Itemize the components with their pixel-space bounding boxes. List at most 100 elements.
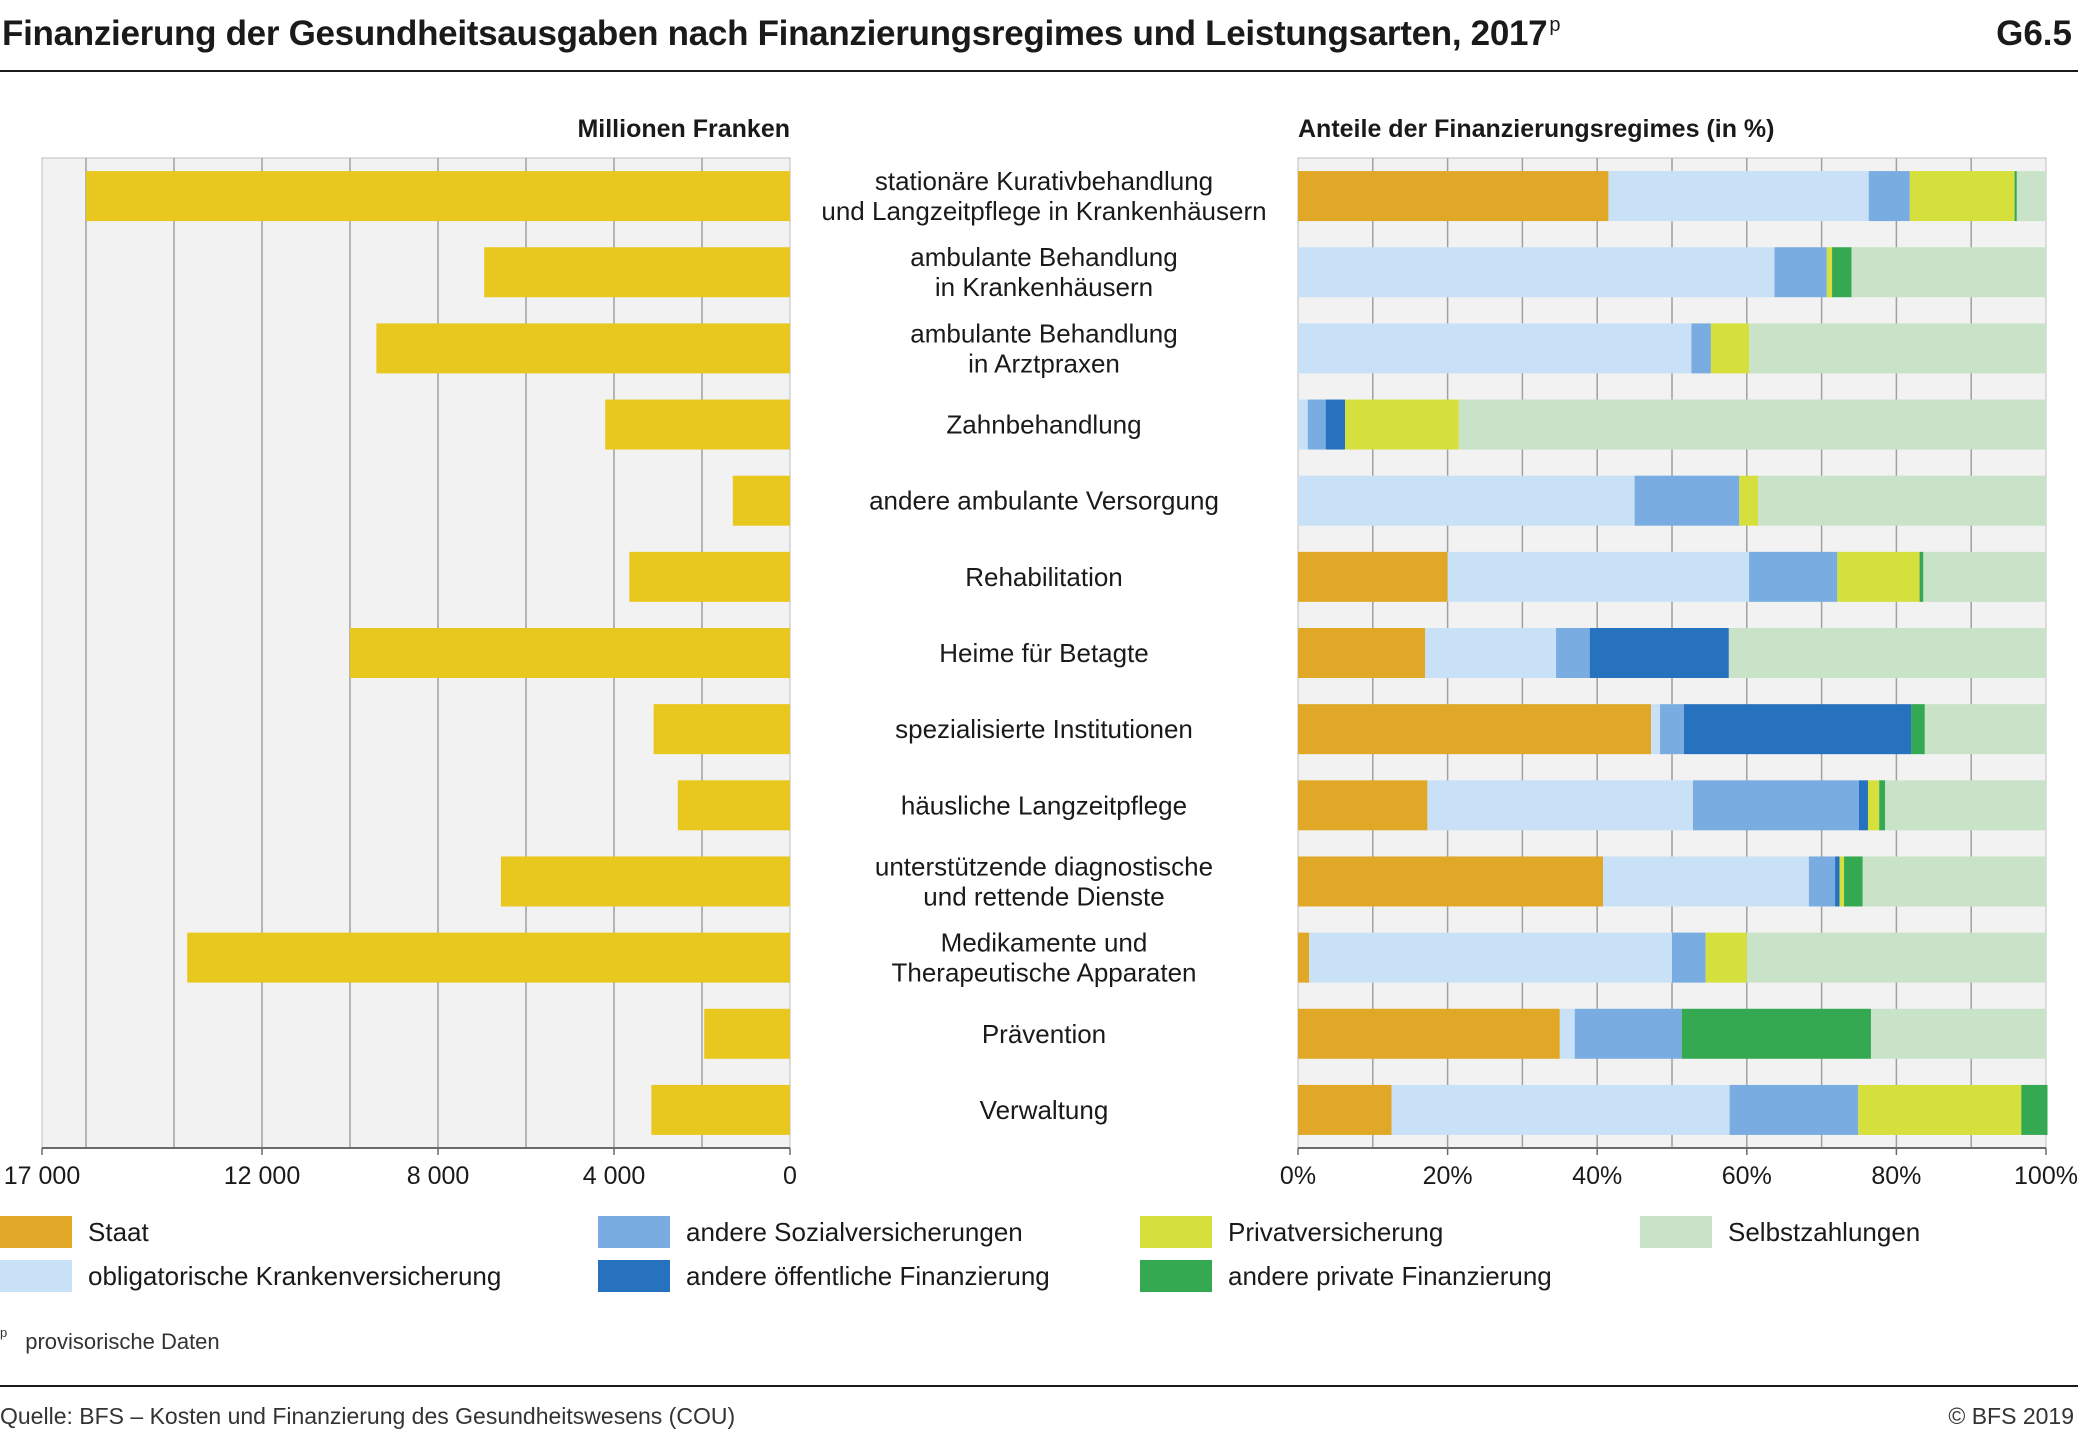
- stacked-segment: [1559, 1008, 1575, 1059]
- stacked-segment: [2016, 171, 2046, 222]
- category-label: Verwaltung: [980, 1095, 1109, 1125]
- stacked-segment: [1298, 475, 1635, 526]
- stacked-segment: [1832, 247, 1852, 298]
- right-tick-label: 80%: [1871, 1162, 1921, 1190]
- stacked-segment: [1749, 323, 2046, 374]
- legend-label: andere Sozialversicherungen: [686, 1217, 1023, 1247]
- legend-label: andere öffentliche Finanzierung: [686, 1261, 1050, 1291]
- stacked-segment: [1839, 856, 1845, 907]
- stacked-segment: [1885, 780, 2046, 831]
- provisional-mark: p: [1549, 14, 1561, 36]
- legend-swatch: [0, 1216, 72, 1248]
- legend-label: Staat: [88, 1217, 149, 1247]
- category-label-line: ambulante Behandlung: [910, 242, 1177, 272]
- legend-swatch: [598, 1260, 670, 1292]
- left-bar: [629, 551, 790, 602]
- category-label: andere ambulante Versorgung: [869, 486, 1219, 516]
- stacked-segment: [1923, 551, 2046, 602]
- category-label-line: und Langzeitpflege in Krankenhäusern: [821, 196, 1266, 226]
- stacked-segment: [1692, 780, 1859, 831]
- left-bar: [677, 780, 790, 831]
- right-tick-label: 0%: [1280, 1162, 1316, 1190]
- top-rule: [0, 70, 2078, 72]
- category-label: Heime für Betagte: [939, 638, 1149, 668]
- stacked-segment: [1826, 247, 1833, 298]
- stacked-segment: [1672, 932, 1706, 983]
- stacked-segment: [1298, 171, 1609, 222]
- category-label-line: stationäre Kurativbehandlung: [875, 166, 1213, 196]
- left-bar: [653, 704, 790, 755]
- category-label: ambulante Behandlung in Arztpraxen: [910, 318, 1177, 378]
- left-bar: [732, 475, 790, 526]
- category-label-line: Rehabilitation: [965, 562, 1123, 592]
- legend-swatch: [1140, 1216, 1212, 1248]
- stacked-segment: [1729, 1084, 1859, 1135]
- stacked-segment: [1298, 551, 1448, 602]
- stacked-segment: [1870, 1008, 2046, 1059]
- stacked-segment: [1681, 1008, 1871, 1059]
- stacked-segment: [1589, 628, 1729, 678]
- category-label-line: Therapeutische Apparaten: [892, 958, 1197, 988]
- source-note: Quelle: BFS – Kosten und Finanzierung de…: [0, 1403, 736, 1429]
- category-label: Prävention: [982, 1019, 1106, 1049]
- stacked-segment: [1758, 475, 2046, 526]
- left-bar: [86, 171, 790, 222]
- stacked-segment: [1728, 628, 2046, 678]
- stacked-segment: [1844, 856, 1863, 907]
- legend-swatch: [0, 1260, 72, 1292]
- stacked-segment: [1427, 780, 1693, 831]
- category-label: Rehabilitation: [965, 562, 1123, 592]
- left-bar: [484, 247, 790, 298]
- stacked-segment: [1746, 932, 2046, 983]
- right-tick-label: 60%: [1722, 1162, 1772, 1190]
- stacked-segment: [1298, 399, 1308, 450]
- legend-label: Selbstzahlungen: [1728, 1217, 1920, 1247]
- chart-title-text: Finanzierung der Gesundheitsausgaben nac…: [2, 14, 1548, 53]
- category-label-line: Zahnbehandlung: [946, 410, 1141, 440]
- stacked-segment: [2021, 1084, 2048, 1135]
- stacked-segment: [1634, 475, 1740, 526]
- left-tick-label: 4 000: [583, 1162, 646, 1190]
- category-label-line: Heime für Betagte: [939, 638, 1149, 668]
- category-label: häusliche Langzeitpflege: [901, 790, 1187, 820]
- left-bar: [376, 323, 790, 374]
- stacked-segment: [1710, 323, 1750, 374]
- stacked-segment: [1749, 551, 1838, 602]
- legend-swatch: [598, 1216, 670, 1248]
- stacked-segment: [1859, 780, 1868, 831]
- copyright: © BFS 2019: [1948, 1403, 2074, 1429]
- stacked-segment: [1298, 628, 1426, 678]
- left-bar: [187, 932, 790, 983]
- footnote-text: provisorische Daten: [25, 1329, 220, 1354]
- legend-label: andere private Finanzierung: [1228, 1261, 1552, 1291]
- footnote: p provisorische Daten: [0, 1325, 220, 1355]
- stacked-segment: [1298, 1084, 1392, 1135]
- legend-label: obligatorische Krankenversicherung: [88, 1261, 501, 1291]
- category-label-line: und rettende Dienste: [923, 881, 1164, 911]
- category-label: ambulante Behandlung in Krankenhäusern: [910, 242, 1177, 302]
- stacked-segment: [1868, 171, 1910, 222]
- stacked-segment: [2014, 171, 2017, 222]
- legend-swatch: [1640, 1216, 1712, 1248]
- stacked-segment: [1862, 856, 2046, 907]
- left-bar: [500, 856, 790, 907]
- stacked-segment: [1556, 628, 1590, 678]
- stacked-segment: [1660, 704, 1684, 755]
- chart-code: G6.5: [1996, 14, 2072, 53]
- category-label-line: unterstützende diagnostische: [875, 851, 1213, 881]
- stacked-segment: [1879, 780, 1886, 831]
- category-label: stationäre Kurativbehandlung und Langzeit…: [821, 166, 1266, 226]
- left-bar: [704, 1008, 790, 1059]
- stacked-segment: [1425, 628, 1557, 678]
- stacked-segment: [1924, 704, 2046, 755]
- left-tick-label: 0: [783, 1162, 797, 1190]
- right-tick-label: 100%: [2014, 1162, 2078, 1190]
- stacked-segment: [1651, 704, 1661, 755]
- right-tick-label: 40%: [1572, 1162, 1622, 1190]
- chart-title: Finanzierung der Gesundheitsausgaben nac…: [2, 14, 1560, 54]
- category-label-line: in Krankenhäusern: [935, 272, 1153, 302]
- category-label: spezialisierte Institutionen: [895, 714, 1193, 744]
- category-label: Zahnbehandlung: [946, 410, 1141, 440]
- category-label-line: häusliche Langzeitpflege: [901, 790, 1187, 820]
